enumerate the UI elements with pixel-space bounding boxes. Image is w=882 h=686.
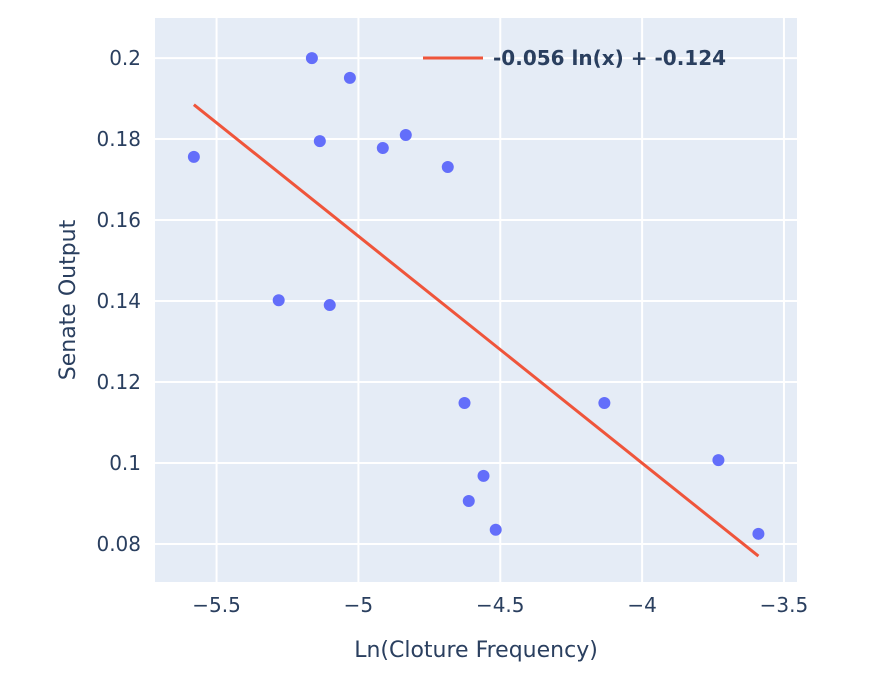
legend-label: -0.056 ln(x) + -0.124 (493, 46, 726, 70)
y-tick-label: 0.1 (109, 451, 141, 475)
data-point (323, 299, 336, 312)
y-tick-label: 0.08 (96, 532, 141, 556)
x-tick-labels: −5.5 −5 −4.5 −4 −3.5 (192, 593, 808, 617)
data-point (752, 527, 765, 540)
y-tick-label: 0.12 (96, 370, 141, 394)
data-point (712, 454, 725, 467)
trendline (192, 103, 760, 558)
data-point (462, 495, 475, 508)
data-point (305, 52, 318, 65)
gridlines (155, 18, 797, 582)
x-tick-label: −5 (344, 593, 373, 617)
data-point (441, 160, 454, 173)
y-axis-title: Senate Output (56, 219, 81, 380)
x-tick-label: −5.5 (192, 593, 241, 617)
x-tick-label: −3.5 (760, 593, 809, 617)
y-tick-label: 0.14 (96, 289, 141, 313)
data-point (187, 150, 200, 163)
data-point (477, 469, 490, 482)
data-point (376, 141, 389, 154)
data-marks (187, 52, 765, 558)
x-axis-title: Ln(Cloture Frequency) (354, 638, 598, 663)
data-point (489, 523, 502, 536)
data-point (272, 294, 285, 307)
data-point (343, 71, 356, 84)
plot-background (155, 18, 797, 582)
x-tick-label: −4 (627, 593, 656, 617)
y-tick-label: 0.16 (96, 208, 141, 232)
data-point (399, 129, 412, 142)
y-tick-label: 0.2 (109, 46, 141, 70)
y-tick-label: 0.18 (96, 127, 141, 151)
x-tick-label: −4.5 (476, 593, 525, 617)
y-tick-labels: 0.08 0.1 0.12 0.14 0.16 0.18 0.2 (96, 46, 141, 556)
legend[interactable]: -0.056 ln(x) + -0.124 (423, 46, 726, 70)
data-point (598, 397, 611, 410)
data-point (458, 397, 471, 410)
data-point (313, 135, 326, 148)
